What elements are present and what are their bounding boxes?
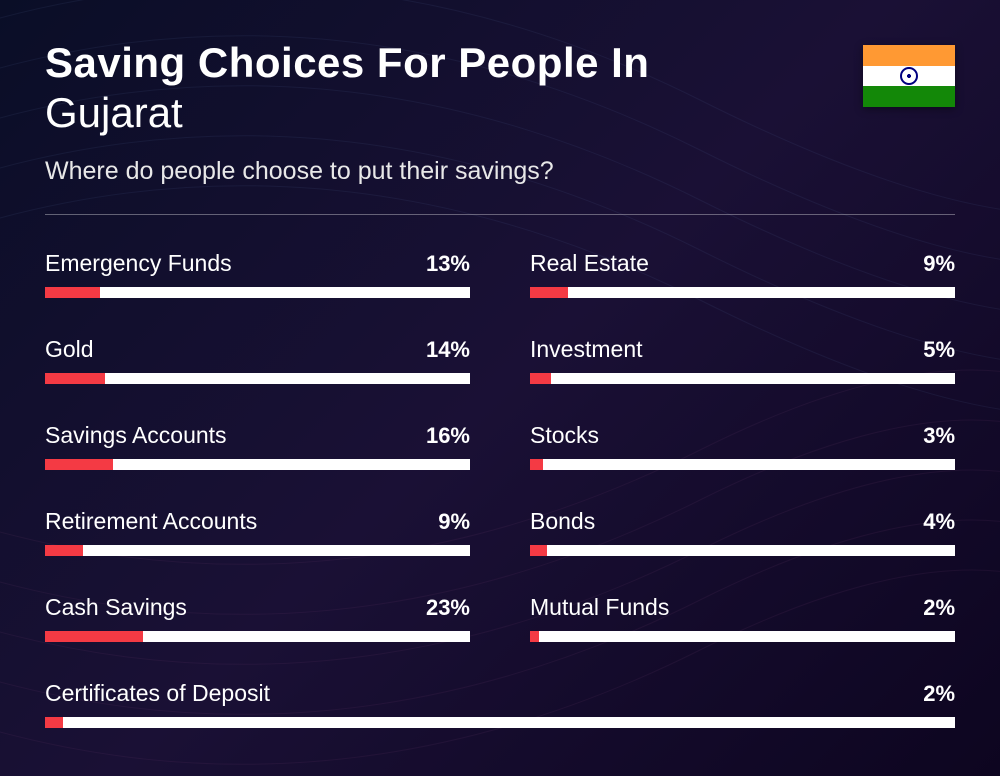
- bar-fill: [45, 373, 105, 384]
- bar-fill: [45, 717, 63, 728]
- bar-value: 14%: [426, 337, 470, 363]
- india-flag-icon: [863, 45, 955, 107]
- flag-green: [863, 86, 955, 107]
- bar-track: [530, 631, 955, 642]
- bar-value: 5%: [923, 337, 955, 363]
- bar-value: 9%: [438, 509, 470, 535]
- bar-label: Savings Accounts: [45, 422, 227, 449]
- bar-fill: [45, 545, 83, 556]
- title-line2: Gujarat: [45, 88, 955, 138]
- bar-label: Retirement Accounts: [45, 508, 257, 535]
- bar-track: [530, 287, 955, 298]
- bar-fill: [530, 545, 547, 556]
- bar-item: Certificates of Deposit 2%: [45, 680, 955, 728]
- bar-fill: [530, 373, 551, 384]
- bar-grid: Emergency Funds 13% Real Estate 9% Gold 14% In…: [45, 250, 955, 728]
- bar-fill: [45, 459, 113, 470]
- bar-label: Gold: [45, 336, 94, 363]
- bar-fill: [45, 287, 100, 298]
- bar-label: Emergency Funds: [45, 250, 232, 277]
- bar-item: Retirement Accounts 9%: [45, 508, 470, 556]
- bar-item: Investment 5%: [530, 336, 955, 384]
- bar-fill: [45, 631, 143, 642]
- bar-item: Savings Accounts 16%: [45, 422, 470, 470]
- ashoka-chakra-icon: [900, 67, 918, 85]
- bar-fill: [530, 287, 568, 298]
- bar-label: Cash Savings: [45, 594, 187, 621]
- header: Saving Choices For People In Gujarat Whe…: [45, 40, 955, 186]
- main-container: Saving Choices For People In Gujarat Whe…: [0, 0, 1000, 768]
- bar-value: 2%: [923, 595, 955, 621]
- bar-label: Investment: [530, 336, 643, 363]
- bar-track: [45, 373, 470, 384]
- title-line1: Saving Choices For People In: [45, 40, 955, 86]
- bar-track: [45, 545, 470, 556]
- bar-label: Real Estate: [530, 250, 649, 277]
- bar-item: Stocks 3%: [530, 422, 955, 470]
- bar-value: 2%: [923, 681, 955, 707]
- bar-track: [45, 459, 470, 470]
- bar-value: 16%: [426, 423, 470, 449]
- flag-saffron: [863, 45, 955, 66]
- bar-label: Mutual Funds: [530, 594, 669, 621]
- bar-track: [45, 717, 955, 728]
- bar-item: Mutual Funds 2%: [530, 594, 955, 642]
- bar-value: 23%: [426, 595, 470, 621]
- subtitle: Where do people choose to put their savi…: [45, 157, 955, 186]
- bar-value: 9%: [923, 251, 955, 277]
- bar-value: 4%: [923, 509, 955, 535]
- bar-track: [530, 459, 955, 470]
- bar-label: Bonds: [530, 508, 595, 535]
- bar-item: Bonds 4%: [530, 508, 955, 556]
- bar-track: [530, 373, 955, 384]
- bar-fill: [530, 631, 539, 642]
- bar-item: Gold 14%: [45, 336, 470, 384]
- bar-value: 13%: [426, 251, 470, 277]
- bar-item: Cash Savings 23%: [45, 594, 470, 642]
- bar-label: Certificates of Deposit: [45, 680, 270, 707]
- divider: [45, 214, 955, 215]
- bar-item: Real Estate 9%: [530, 250, 955, 298]
- bar-track: [45, 631, 470, 642]
- bar-fill: [530, 459, 543, 470]
- bar-track: [530, 545, 955, 556]
- bar-value: 3%: [923, 423, 955, 449]
- bar-track: [45, 287, 470, 298]
- bar-label: Stocks: [530, 422, 599, 449]
- bar-item: Emergency Funds 13%: [45, 250, 470, 298]
